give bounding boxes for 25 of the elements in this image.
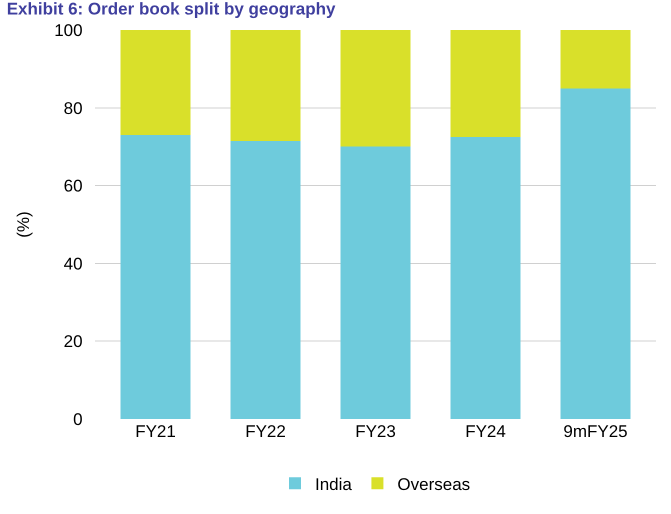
x-tick-label: FY22: [245, 422, 286, 441]
y-axis-title: (%): [14, 211, 33, 238]
x-tick-label: FY21: [135, 422, 176, 441]
bar: [230, 140, 301, 419]
x-tick-label: FY24: [465, 422, 506, 441]
chart-title: Exhibit 6: Order book split by geography: [6, 0, 336, 18]
bar: [450, 30, 521, 137]
y-tick-label: 80: [64, 98, 83, 118]
legend-label: India: [315, 474, 352, 494]
x-tick-label: FY23: [355, 422, 396, 441]
bar: [560, 30, 631, 88]
y-tick-label: 0: [73, 410, 83, 429]
legend-label: Overseas: [397, 474, 470, 494]
y-tick-label: 60: [64, 176, 83, 196]
bar: [120, 30, 191, 136]
bar: [560, 88, 631, 419]
y-tick-label: 100: [54, 20, 83, 40]
bar: [230, 30, 301, 141]
bar: [340, 146, 411, 419]
y-tick-label: 20: [64, 332, 83, 352]
bar: [450, 136, 521, 419]
x-tick-label: 9mFY25: [563, 422, 628, 441]
bar: [340, 30, 411, 147]
y-tick-label: 40: [64, 254, 83, 274]
bar: [120, 135, 191, 419]
